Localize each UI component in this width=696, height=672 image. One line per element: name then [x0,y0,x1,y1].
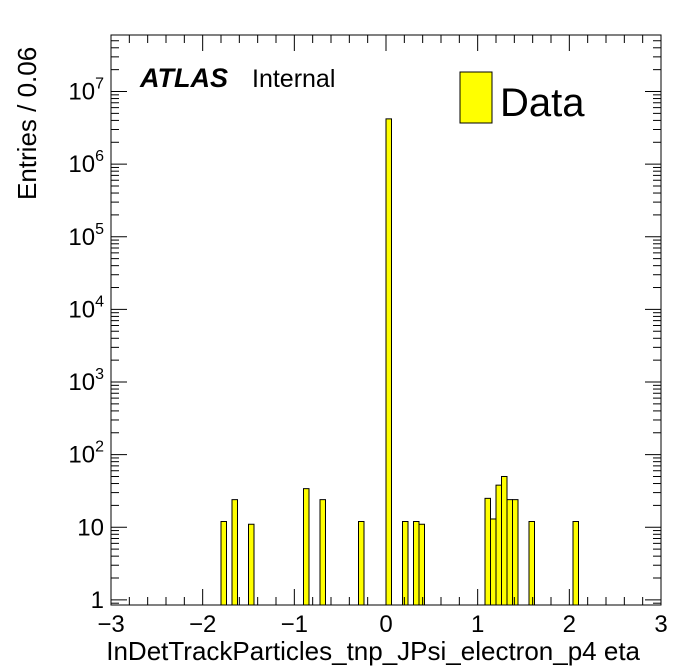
x-tick-label: 0 [379,611,392,638]
histogram-bar [528,521,535,606]
x-axis-title: InDetTrackParticles_tnp_JPsi_electron_p4… [106,636,640,666]
histogram-bar [248,523,255,606]
atlas-label: ATLAS [139,63,228,93]
histogram-bar [512,499,519,606]
histogram-bar [385,118,392,606]
histogram-bar [501,475,508,606]
histogram-bar [220,521,227,606]
plot-frame [110,34,662,606]
minor-ticks [111,34,661,605]
legend-swatch [459,71,493,124]
x-tick-label: −1 [281,611,308,638]
x-tick-label: −3 [97,611,124,638]
x-tick-label: 3 [654,611,667,638]
histogram-bar [319,499,326,606]
histogram-bar [413,521,420,606]
y-tick-label: 1 [91,587,104,614]
x-tick-labels: −3 −2 −1 0 1 2 3 [97,611,667,638]
atlas-status-label: Internal [252,65,335,93]
y-tick-label: 10 [77,514,104,541]
y-tick-label: 103 [68,366,104,396]
histogram-bar [358,521,365,606]
x-tick-label: 2 [563,611,576,638]
histogram-bar [495,484,502,606]
legend-entry-data: Data [500,81,585,125]
y-tick-label: 105 [68,221,104,251]
y-tick-labels: 1 10 102 103 104 105 106 107 [68,76,104,614]
y-axis-title: Entries / 0.06 [12,47,42,200]
histogram-bar [418,523,425,606]
histogram-bar [572,521,579,606]
x-tick-label: −2 [189,611,216,638]
histogram-bar [231,499,238,606]
histogram-bar [506,499,513,606]
y-tick-label: 106 [68,148,104,178]
histogram-bar [402,521,409,606]
x-tick-label: 1 [471,611,484,638]
histogram-bar [484,497,491,606]
y-tick-label: 102 [68,439,104,469]
histogram-bar [490,518,497,606]
bars-layer [220,118,579,606]
y-tick-label: 104 [68,293,104,323]
histogram-bar [303,488,310,606]
y-tick-label: 107 [68,76,104,106]
